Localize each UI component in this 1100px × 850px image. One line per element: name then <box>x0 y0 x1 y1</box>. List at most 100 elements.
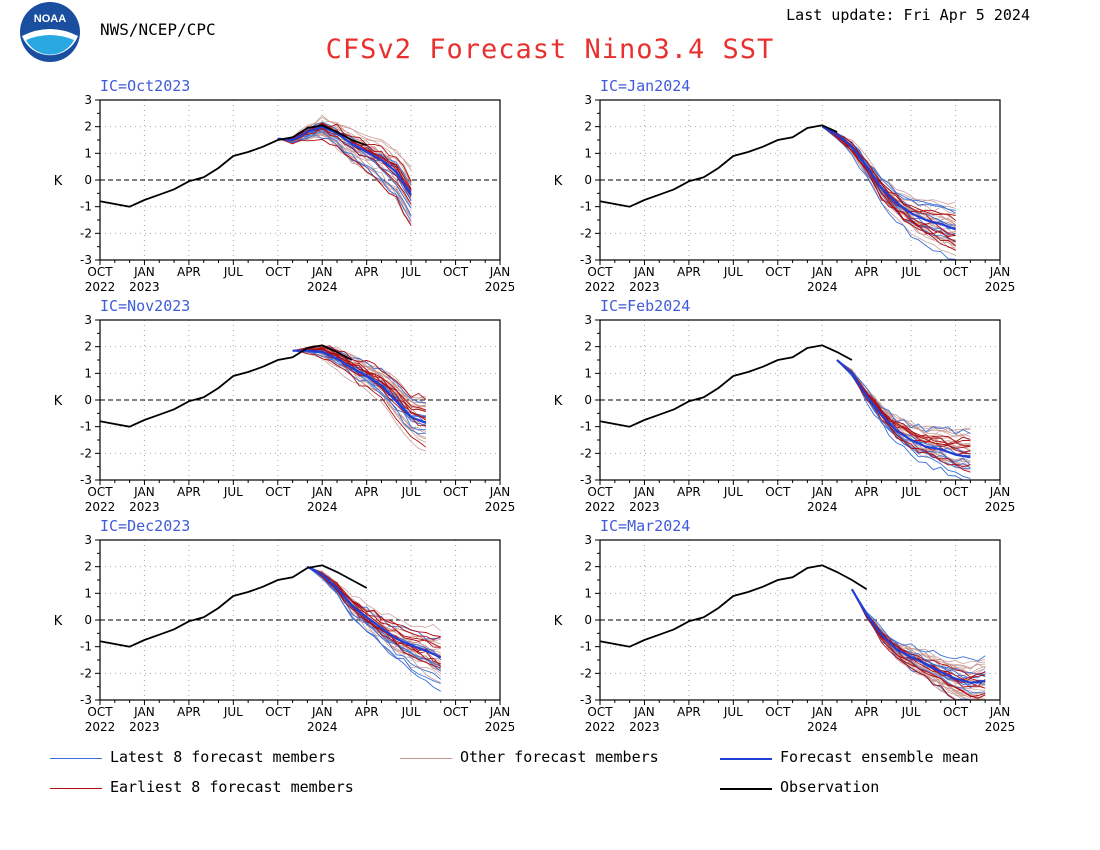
x-tick-year-label: 2022 <box>585 280 616 294</box>
member-line <box>277 133 412 219</box>
y-axis-label: K <box>554 614 563 629</box>
legend-swatch <box>400 758 452 759</box>
member-line <box>307 566 441 692</box>
y-tick-label: -3 <box>80 693 92 707</box>
panel-ic-label: IC=Mar2024 <box>600 517 690 535</box>
observation-line <box>599 124 838 208</box>
x-tick-year-label: 2023 <box>129 720 160 734</box>
y-axis-label: K <box>54 174 63 189</box>
noaa-logo: NOAA <box>20 2 80 62</box>
x-tick-label: JAN <box>489 705 511 719</box>
x-tick-year-label: 2022 <box>585 500 616 514</box>
member-line <box>836 359 971 473</box>
y-tick-label: -2 <box>80 446 92 460</box>
x-tick-label: APR <box>677 485 701 499</box>
x-tick-label: OCT <box>587 705 613 719</box>
y-tick-label: 0 <box>584 393 592 407</box>
x-tick-year-label: 2023 <box>629 720 660 734</box>
x-tick-label: JUL <box>223 485 243 499</box>
x-tick-year-label: 2022 <box>585 720 616 734</box>
x-tick-year-label: 2025 <box>985 720 1016 734</box>
member-line <box>292 346 426 409</box>
x-tick-label: OCT <box>765 265 791 279</box>
x-tick-year-label: 2025 <box>485 280 516 294</box>
x-tick-label: JAN <box>811 705 833 719</box>
y-tick-label: 2 <box>584 120 592 134</box>
member-line <box>292 350 426 435</box>
ensemble-mean-line <box>292 349 427 424</box>
member-line <box>821 126 956 216</box>
y-axis-label: K <box>54 614 63 629</box>
x-tick-label: APR <box>177 485 201 499</box>
y-tick-label: -1 <box>80 200 92 214</box>
member-line <box>822 126 956 211</box>
member-line <box>851 589 986 665</box>
y-tick-label: -1 <box>80 420 92 434</box>
member-line <box>292 347 426 408</box>
member-line <box>292 350 427 448</box>
member-line <box>836 359 971 444</box>
y-tick-label: 2 <box>584 340 592 354</box>
x-tick-label: APR <box>855 705 879 719</box>
org-label: NWS/NCEP/CPC <box>100 20 216 39</box>
panel-ic-label: IC=Feb2024 <box>600 297 690 315</box>
y-tick-label: -3 <box>80 473 92 487</box>
x-tick-year-label: 2022 <box>85 500 116 514</box>
y-tick-label: -2 <box>80 226 92 240</box>
observation-line <box>599 564 868 648</box>
y-tick-label: 3 <box>84 313 92 327</box>
x-tick-label: JUL <box>901 265 921 279</box>
member-line <box>292 348 427 421</box>
x-tick-year-label: 2025 <box>485 500 516 514</box>
legend-label: Latest 8 forecast members <box>110 748 336 766</box>
x-tick-year-label: 2023 <box>129 500 160 514</box>
x-tick-label: JUL <box>723 265 743 279</box>
y-tick-label: 3 <box>584 93 592 107</box>
y-tick-label: 0 <box>84 173 92 187</box>
x-tick-label: OCT <box>765 485 791 499</box>
x-tick-label: JAN <box>989 265 1011 279</box>
member-line <box>292 345 427 401</box>
y-tick-label: 3 <box>584 533 592 547</box>
y-tick-label: 1 <box>584 146 592 160</box>
y-tick-label: 0 <box>84 393 92 407</box>
y-tick-label: 1 <box>84 146 92 160</box>
x-tick-year-label: 2023 <box>629 500 660 514</box>
y-tick-label: -1 <box>580 640 592 654</box>
x-tick-label: APR <box>177 265 201 279</box>
member-line <box>851 589 986 676</box>
legend-label: Forecast ensemble mean <box>780 748 979 766</box>
y-tick-label: -1 <box>80 640 92 654</box>
x-tick-label: OCT <box>265 705 291 719</box>
member-line <box>851 589 986 698</box>
y-tick-label: 3 <box>84 93 92 107</box>
x-tick-label: JAN <box>311 705 333 719</box>
observation-line <box>99 124 368 208</box>
x-tick-label: OCT <box>265 265 291 279</box>
x-tick-label: OCT <box>765 705 791 719</box>
x-tick-label: JUL <box>401 705 421 719</box>
ensemble-mean-line <box>836 359 971 459</box>
member-line <box>307 566 441 641</box>
x-tick-year-label: 2025 <box>985 280 1016 294</box>
y-tick-label: 2 <box>84 560 92 574</box>
member-line <box>307 566 441 632</box>
x-tick-year-label: 2023 <box>629 280 660 294</box>
x-tick-label: OCT <box>87 265 113 279</box>
x-tick-label: JUL <box>901 705 921 719</box>
member-line <box>851 589 986 662</box>
x-tick-label: OCT <box>943 485 969 499</box>
y-tick-label: 1 <box>584 366 592 380</box>
x-tick-label: JUL <box>401 265 421 279</box>
member-line <box>307 566 441 684</box>
x-tick-label: OCT <box>265 485 291 499</box>
member-line <box>292 348 427 419</box>
x-tick-label: APR <box>855 485 879 499</box>
y-tick-label: 0 <box>84 613 92 627</box>
panel-ic-label: IC=Nov2023 <box>100 297 190 315</box>
